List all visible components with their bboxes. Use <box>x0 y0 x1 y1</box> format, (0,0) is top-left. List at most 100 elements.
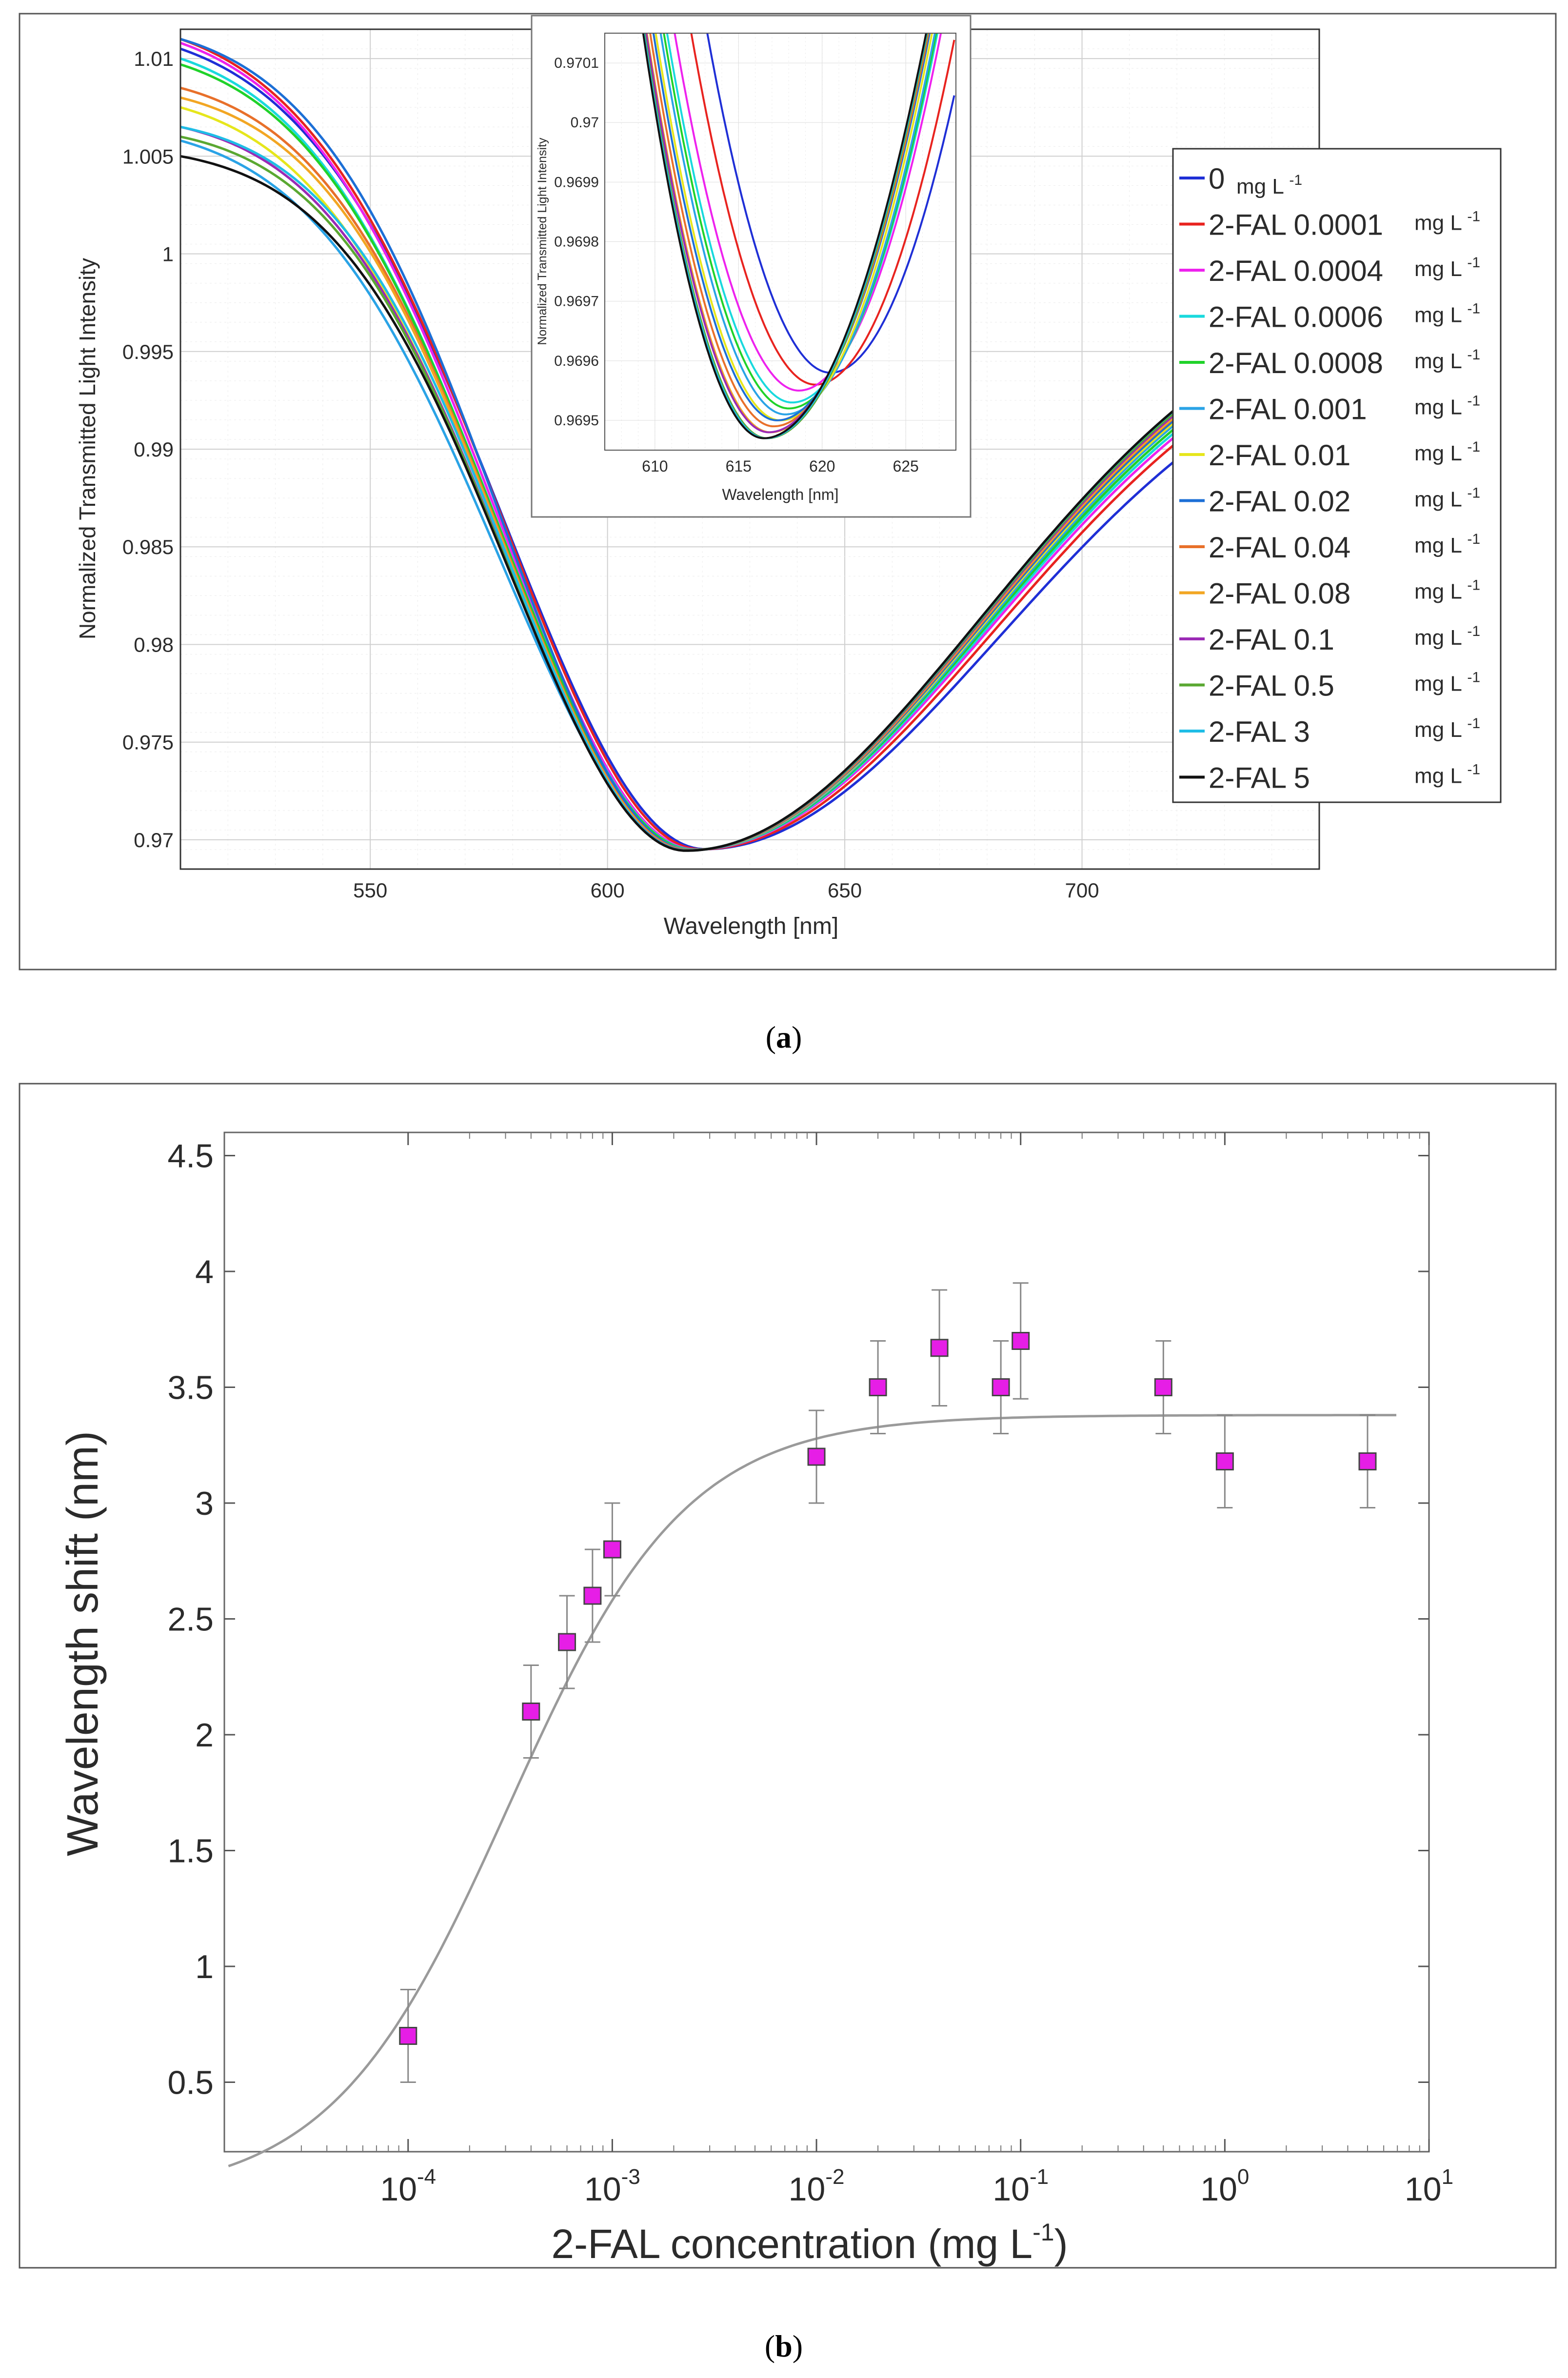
legend-unit-11: mg L -1 <box>1414 670 1480 696</box>
inset-y-tick-label: 0.9695 <box>554 413 599 429</box>
data-point-6 <box>869 1378 887 1396</box>
legend-unit-sup: -1 <box>1289 172 1302 188</box>
legend-unit-text: mg L <box>1414 441 1467 465</box>
x-tick-exp: -4 <box>417 2165 436 2189</box>
inset-series-line-4 <box>663 33 937 410</box>
caption-a-letter: a <box>776 1020 792 1054</box>
panel-b-data-points <box>399 1282 1377 2083</box>
panel-a-ylabel: Normalized Transmitted Light Intensity <box>75 258 100 639</box>
x-tick-base: 10 <box>584 2171 621 2208</box>
x-tick-label: 600 <box>591 879 625 902</box>
x-tick-base: 10 <box>1405 2171 1442 2208</box>
legend-label-4: 2-FAL 0.0008 <box>1209 347 1383 379</box>
legend-unit-text: mg L <box>1414 626 1467 650</box>
inset-series-line-1 <box>690 33 955 386</box>
inset-series-line-13 <box>642 33 927 439</box>
caption-b: (b) <box>765 2329 803 2363</box>
inset-grid <box>604 33 956 450</box>
legend-label-11: 2-FAL 0.5 <box>1209 670 1334 702</box>
y-tick-label: 0.5 <box>167 2064 214 2101</box>
inset-series-lines <box>642 33 955 439</box>
legend-unit-3: mg L -1 <box>1414 301 1480 327</box>
panel-b-xlabel-sup: -1 <box>1032 2219 1054 2246</box>
inset-x-tick-label: 625 <box>893 457 918 475</box>
legend-entries: 0 mg L -1 2-FAL 0.0001 mg L -1 2-FAL 0.0004 m… <box>1179 162 1480 794</box>
legend-unit-text: mg L <box>1414 349 1467 373</box>
legend-unit-6: mg L -1 <box>1414 439 1480 465</box>
legend-unit-sup: -1 <box>1467 715 1480 732</box>
y-tick-label: 0.98 <box>134 633 174 656</box>
series-line-13 <box>180 155 1319 852</box>
x-tick-exp: -3 <box>621 2165 640 2189</box>
x-tick-label: 101 <box>1405 2165 1453 2208</box>
x-tick-base: 10 <box>789 2171 826 2208</box>
legend-unit-sup: -1 <box>1467 209 1480 225</box>
x-tick-exp: 1 <box>1442 2165 1453 2189</box>
x-tick-label: 650 <box>828 879 862 902</box>
legend-unit-text: mg L <box>1414 672 1467 696</box>
panel-a-inset: 0.9695 0.9696 0.9697 0.9698 0.9699 0.97 0.9701… <box>531 15 972 518</box>
x-tick-exp: 0 <box>1237 2165 1249 2189</box>
data-point-10 <box>1154 1378 1172 1396</box>
x-tick-label: 10-1 <box>992 2165 1049 2208</box>
legend-unit-sup: -1 <box>1467 301 1480 317</box>
series-line-1 <box>180 38 1319 851</box>
panel-a-legend: 0 mg L -1 2-FAL 0.0001 mg L -1 2-FAL 0.0004 m… <box>1172 148 1502 803</box>
inset-frame <box>531 15 972 518</box>
legend-unit-text: mg L <box>1414 211 1467 235</box>
data-point-1 <box>522 1703 540 1721</box>
legend-unit-sup: -1 <box>1467 347 1480 363</box>
x-tick-base: 10 <box>992 2171 1030 2208</box>
legend-unit-0: mg L -1 <box>1236 172 1302 198</box>
y-tick-label: 1 <box>195 1948 214 1985</box>
legend-label-7: 2-FAL 0.02 <box>1209 485 1350 518</box>
legend-unit-sup: -1 <box>1467 393 1480 409</box>
inset-y-tick-label: 0.9701 <box>554 55 599 71</box>
data-point-11 <box>1215 1452 1234 1470</box>
inset-y-tick-label: 0.9699 <box>554 174 599 190</box>
panel-a-xlabel: Wavelength [nm] <box>664 913 838 939</box>
legend-label-8: 2-FAL 0.04 <box>1209 531 1350 564</box>
legend-unit-text: mg L <box>1414 718 1467 742</box>
inset-series-line-7 <box>652 33 931 421</box>
panel-a: 0.97 0.975 0.98 0.985 0.99 0.995 1 1.005 1.01 550… <box>19 13 1557 971</box>
legend-unit-text: mg L <box>1414 396 1467 419</box>
y-tick-label: 1.5 <box>167 1833 214 1870</box>
legend-label-5: 2-FAL 0.001 <box>1209 393 1367 426</box>
legend-unit-text: mg L <box>1414 303 1467 327</box>
y-tick-label: 1.01 <box>134 47 174 70</box>
inset-tick-labels: 0.9695 0.9696 0.9697 0.9698 0.9699 0.97 0.9701… <box>554 55 919 475</box>
data-point-12 <box>1358 1452 1377 1470</box>
data-point-3 <box>583 1586 602 1605</box>
y-tick-label: 3 <box>195 1485 214 1522</box>
legend-unit-13: mg L -1 <box>1414 762 1480 788</box>
legend-unit-sup: -1 <box>1467 531 1480 547</box>
legend-label-6: 2-FAL 0.01 <box>1209 439 1350 472</box>
panel-b-xlabel-text: 2-FAL concentration (mg L <box>551 2221 1032 2267</box>
x-tick-label: 100 <box>1200 2165 1249 2208</box>
legend-unit-1: mg L -1 <box>1414 209 1480 235</box>
x-tick-base: 10 <box>380 2171 417 2208</box>
legend-unit-sup: -1 <box>1467 255 1480 271</box>
y-tick-label: 0.99 <box>134 438 174 461</box>
x-tick-exp: -2 <box>825 2165 844 2189</box>
legend-unit-12: mg L -1 <box>1414 715 1480 742</box>
inset-x-tick-label: 610 <box>642 457 668 475</box>
legend-label-12: 2-FAL 3 <box>1209 715 1310 748</box>
x-tick-exp: -1 <box>1030 2165 1049 2189</box>
panel-a-tick-labels: 0.97 0.975 0.98 0.985 0.99 0.995 1 1.005 1.01 550… <box>122 47 1099 902</box>
y-tick-label: 2 <box>195 1717 214 1754</box>
legend-unit-9: mg L -1 <box>1414 577 1480 604</box>
legend-unit-sup: -1 <box>1467 670 1480 686</box>
panel-b-ylabel: Wavelength shift (nm) <box>59 1431 107 1856</box>
inset-series-line-0 <box>706 33 955 374</box>
legend-unit-sup: -1 <box>1467 623 1480 639</box>
y-tick-label: 0.975 <box>122 731 174 754</box>
panel-b-fit-curve <box>228 1414 1396 2167</box>
data-point-8 <box>992 1378 1010 1396</box>
legend-label-3: 2-FAL 0.0006 <box>1209 301 1383 334</box>
legend-unit-7: mg L -1 <box>1414 485 1480 512</box>
y-tick-label: 1.005 <box>122 145 174 168</box>
legend-unit-text: mg L <box>1414 580 1467 604</box>
legend-box <box>1172 148 1502 803</box>
